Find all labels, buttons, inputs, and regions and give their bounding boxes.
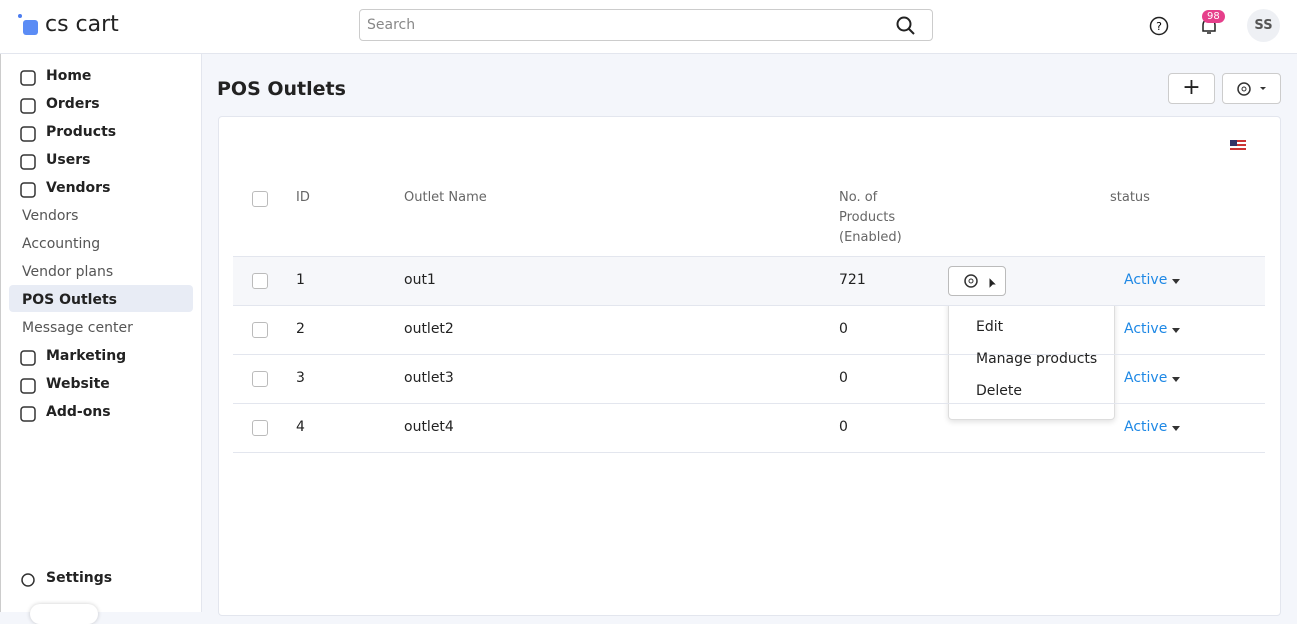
- dropdown-item[interactable]: Delete: [976, 383, 1022, 399]
- row-highlight: [233, 257, 1265, 305]
- cell-id: 1: [296, 272, 305, 288]
- nav-icon: [20, 126, 36, 142]
- notification-badge: 98: [1202, 10, 1225, 23]
- status-caret: [1172, 426, 1180, 435]
- row-checkbox[interactable]: [252, 371, 268, 387]
- row-divider: [233, 403, 1265, 404]
- search-box[interactable]: Search: [359, 9, 933, 41]
- status-caret: [1172, 328, 1180, 337]
- logo-icon: [18, 14, 38, 35]
- nav-item[interactable]: Orders: [46, 96, 100, 112]
- nav-icon: [20, 406, 36, 422]
- header: cs cart Search ? 98 SS: [0, 0, 1297, 54]
- status-dropdown[interactable]: Active: [1124, 272, 1168, 288]
- status-caret: [1172, 279, 1180, 288]
- nav-item[interactable]: Marketing: [46, 348, 127, 364]
- header-divider: [233, 256, 1265, 257]
- cell-id: 4: [296, 419, 305, 435]
- nav-settings[interactable]: Settings: [46, 570, 113, 586]
- sidebar: Home Orders Products Users Vendors Vendors Acc…: [0, 54, 202, 612]
- nav-subitem[interactable]: POS Outlets: [22, 292, 117, 308]
- nav-subitem[interactable]: Message center: [22, 320, 133, 336]
- nav-item[interactable]: Vendors: [46, 180, 111, 196]
- status-dropdown[interactable]: Active: [1124, 321, 1168, 337]
- nav-icon: [20, 154, 36, 170]
- column-header: ID: [296, 190, 310, 205]
- status-dropdown[interactable]: Active: [1124, 370, 1168, 386]
- cell-products: 0: [839, 370, 848, 386]
- cell-name: out1: [404, 272, 436, 288]
- nav-item[interactable]: Home: [46, 68, 92, 84]
- search-icon[interactable]: [896, 16, 916, 36]
- help-icon[interactable]: ?: [1149, 16, 1169, 36]
- row-divider: [233, 354, 1265, 355]
- bottom-widget: [30, 604, 98, 624]
- row-divider: [233, 305, 1265, 306]
- logo: cs cart: [45, 12, 119, 37]
- row-divider: [233, 452, 1265, 453]
- row-checkbox[interactable]: [252, 420, 268, 436]
- active-item-bg: [9, 285, 193, 312]
- dropdown-item[interactable]: Manage products: [976, 351, 1098, 367]
- cell-id: 3: [296, 370, 305, 386]
- cell-name: outlet2: [404, 321, 454, 337]
- dropdown-item[interactable]: Edit: [976, 319, 1004, 335]
- language-flag[interactable]: [1230, 140, 1246, 152]
- nav-icon: [20, 350, 36, 366]
- nav-item[interactable]: Website: [46, 376, 110, 392]
- settings-icon: [21, 573, 35, 587]
- cell-name: outlet3: [404, 370, 454, 386]
- nav-icon: [20, 378, 36, 394]
- cell-products: 0: [839, 321, 848, 337]
- nav-icon: [20, 98, 36, 114]
- cell-products: 721: [839, 272, 866, 288]
- settings-button[interactable]: [1222, 73, 1281, 104]
- row-actions-button[interactable]: [948, 266, 1006, 296]
- nav-item[interactable]: Add-ons: [46, 404, 111, 420]
- gear-icon: [964, 274, 999, 291]
- nav-subitem[interactable]: Accounting: [22, 236, 101, 252]
- cell-products: 0: [839, 419, 848, 435]
- svg-text:?: ?: [1156, 20, 1162, 33]
- row-checkbox[interactable]: [252, 273, 268, 289]
- status-dropdown[interactable]: Active: [1124, 419, 1168, 435]
- nav-icon: [20, 182, 36, 198]
- avatar[interactable]: SS: [1247, 9, 1280, 42]
- column-header: status: [1110, 190, 1150, 205]
- add-button[interactable]: +: [1168, 73, 1215, 104]
- nav-subitem[interactable]: Vendors: [22, 208, 79, 224]
- page-title: POS Outlets: [217, 78, 346, 100]
- gear-icon: [1237, 82, 1266, 96]
- cell-name: outlet4: [404, 419, 454, 435]
- nav-subitem[interactable]: Vendor plans: [22, 264, 114, 280]
- nav-icon: [20, 70, 36, 86]
- cell-id: 2: [296, 321, 305, 337]
- column-header: No. of Products (Enabled): [839, 190, 902, 245]
- row-checkbox[interactable]: [252, 322, 268, 338]
- search-placeholder: Search: [367, 17, 416, 33]
- status-caret: [1172, 377, 1180, 386]
- nav-item[interactable]: Products: [46, 124, 117, 140]
- column-header: Outlet Name: [404, 190, 487, 205]
- select-all-checkbox[interactable]: [252, 191, 268, 207]
- nav-item[interactable]: Users: [46, 152, 91, 168]
